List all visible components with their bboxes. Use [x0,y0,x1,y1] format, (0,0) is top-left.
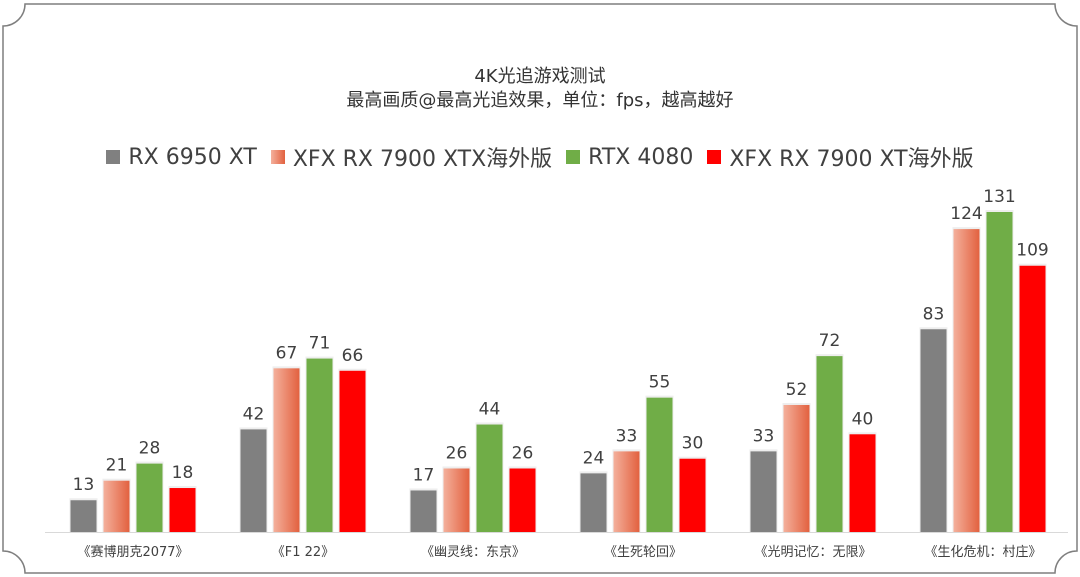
data-label: 18 [172,463,194,483]
bar [443,468,470,532]
bar [476,424,503,532]
bar [1019,265,1046,532]
data-label: 17 [413,465,435,485]
bar [750,451,777,532]
legend-item: RTX 4080 [566,141,693,173]
bar [339,370,366,532]
bar [920,329,947,532]
legend-label: XFX RX 7900 XT海外版 [729,147,974,172]
data-label: 44 [479,400,501,420]
legend-item: RX 6950 XT [106,141,257,173]
data-label: 33 [753,426,775,446]
bar [509,468,536,532]
chart-title: 4K光追游戏测试 [474,66,606,87]
legend-swatch [270,150,285,164]
bar [273,368,300,532]
data-label: 24 [583,448,605,468]
bar [986,212,1013,532]
data-label: 42 [243,404,265,424]
bar [613,451,640,532]
bar [679,458,706,532]
bar [240,429,267,532]
category-label: 《赛博朋克2077》 [77,544,188,560]
bar [849,434,876,532]
category-label: 《生死轮回》 [604,545,682,560]
data-label: 30 [682,434,704,454]
legend-label: XFX RX 7900 XTX海外版 [292,147,553,172]
bar [306,358,333,532]
data-label: 33 [616,426,638,446]
bar [580,473,607,532]
data-label: 66 [342,346,364,366]
data-label: 83 [923,304,945,324]
data-label: 55 [649,373,671,393]
category-label: 《生化危机：村庄》 [924,544,1041,560]
bar [646,397,673,532]
data-label: 26 [446,443,468,463]
bar [783,404,810,532]
category-label: 《幽灵线：东京》 [421,545,525,560]
legend-item: XFX RX 7900 XTX海外版 [270,141,553,173]
data-label: 109 [1016,241,1048,261]
data-label: 67 [276,343,298,363]
data-label: 13 [73,475,95,495]
legend-item: XFX RX 7900 XT海外版 [707,141,974,173]
bar [169,488,196,532]
category-label: 《光明记忆：无限》 [754,544,871,560]
legend: RX 6950 XT XFX RX 7900 XTX海外版 RTX 4080 XFX … [0,141,1080,173]
bar [953,229,980,532]
data-label: 124 [950,204,982,224]
data-label: 52 [786,380,808,400]
legend-label: RTX 4080 [588,144,694,170]
data-label: 28 [139,439,161,459]
data-label: 72 [819,331,841,351]
data-label: 40 [852,409,874,429]
data-label: 131 [983,187,1015,207]
legend-swatch [707,150,722,164]
legend-swatch [566,150,581,164]
category-label: 《F1 22》 [272,545,334,560]
bar [410,490,437,532]
legend-label: RX 6950 XT [128,144,257,170]
bar [103,480,130,532]
bar [70,500,97,532]
bar [136,463,163,532]
legend-swatch [106,150,121,164]
data-label: 21 [106,456,128,476]
chart-subtitle: 最高画质@最高光追效果，单位：fps，越高越好 [346,90,734,111]
bar [816,356,843,532]
data-label: 71 [309,334,331,354]
data-label: 26 [512,443,534,463]
